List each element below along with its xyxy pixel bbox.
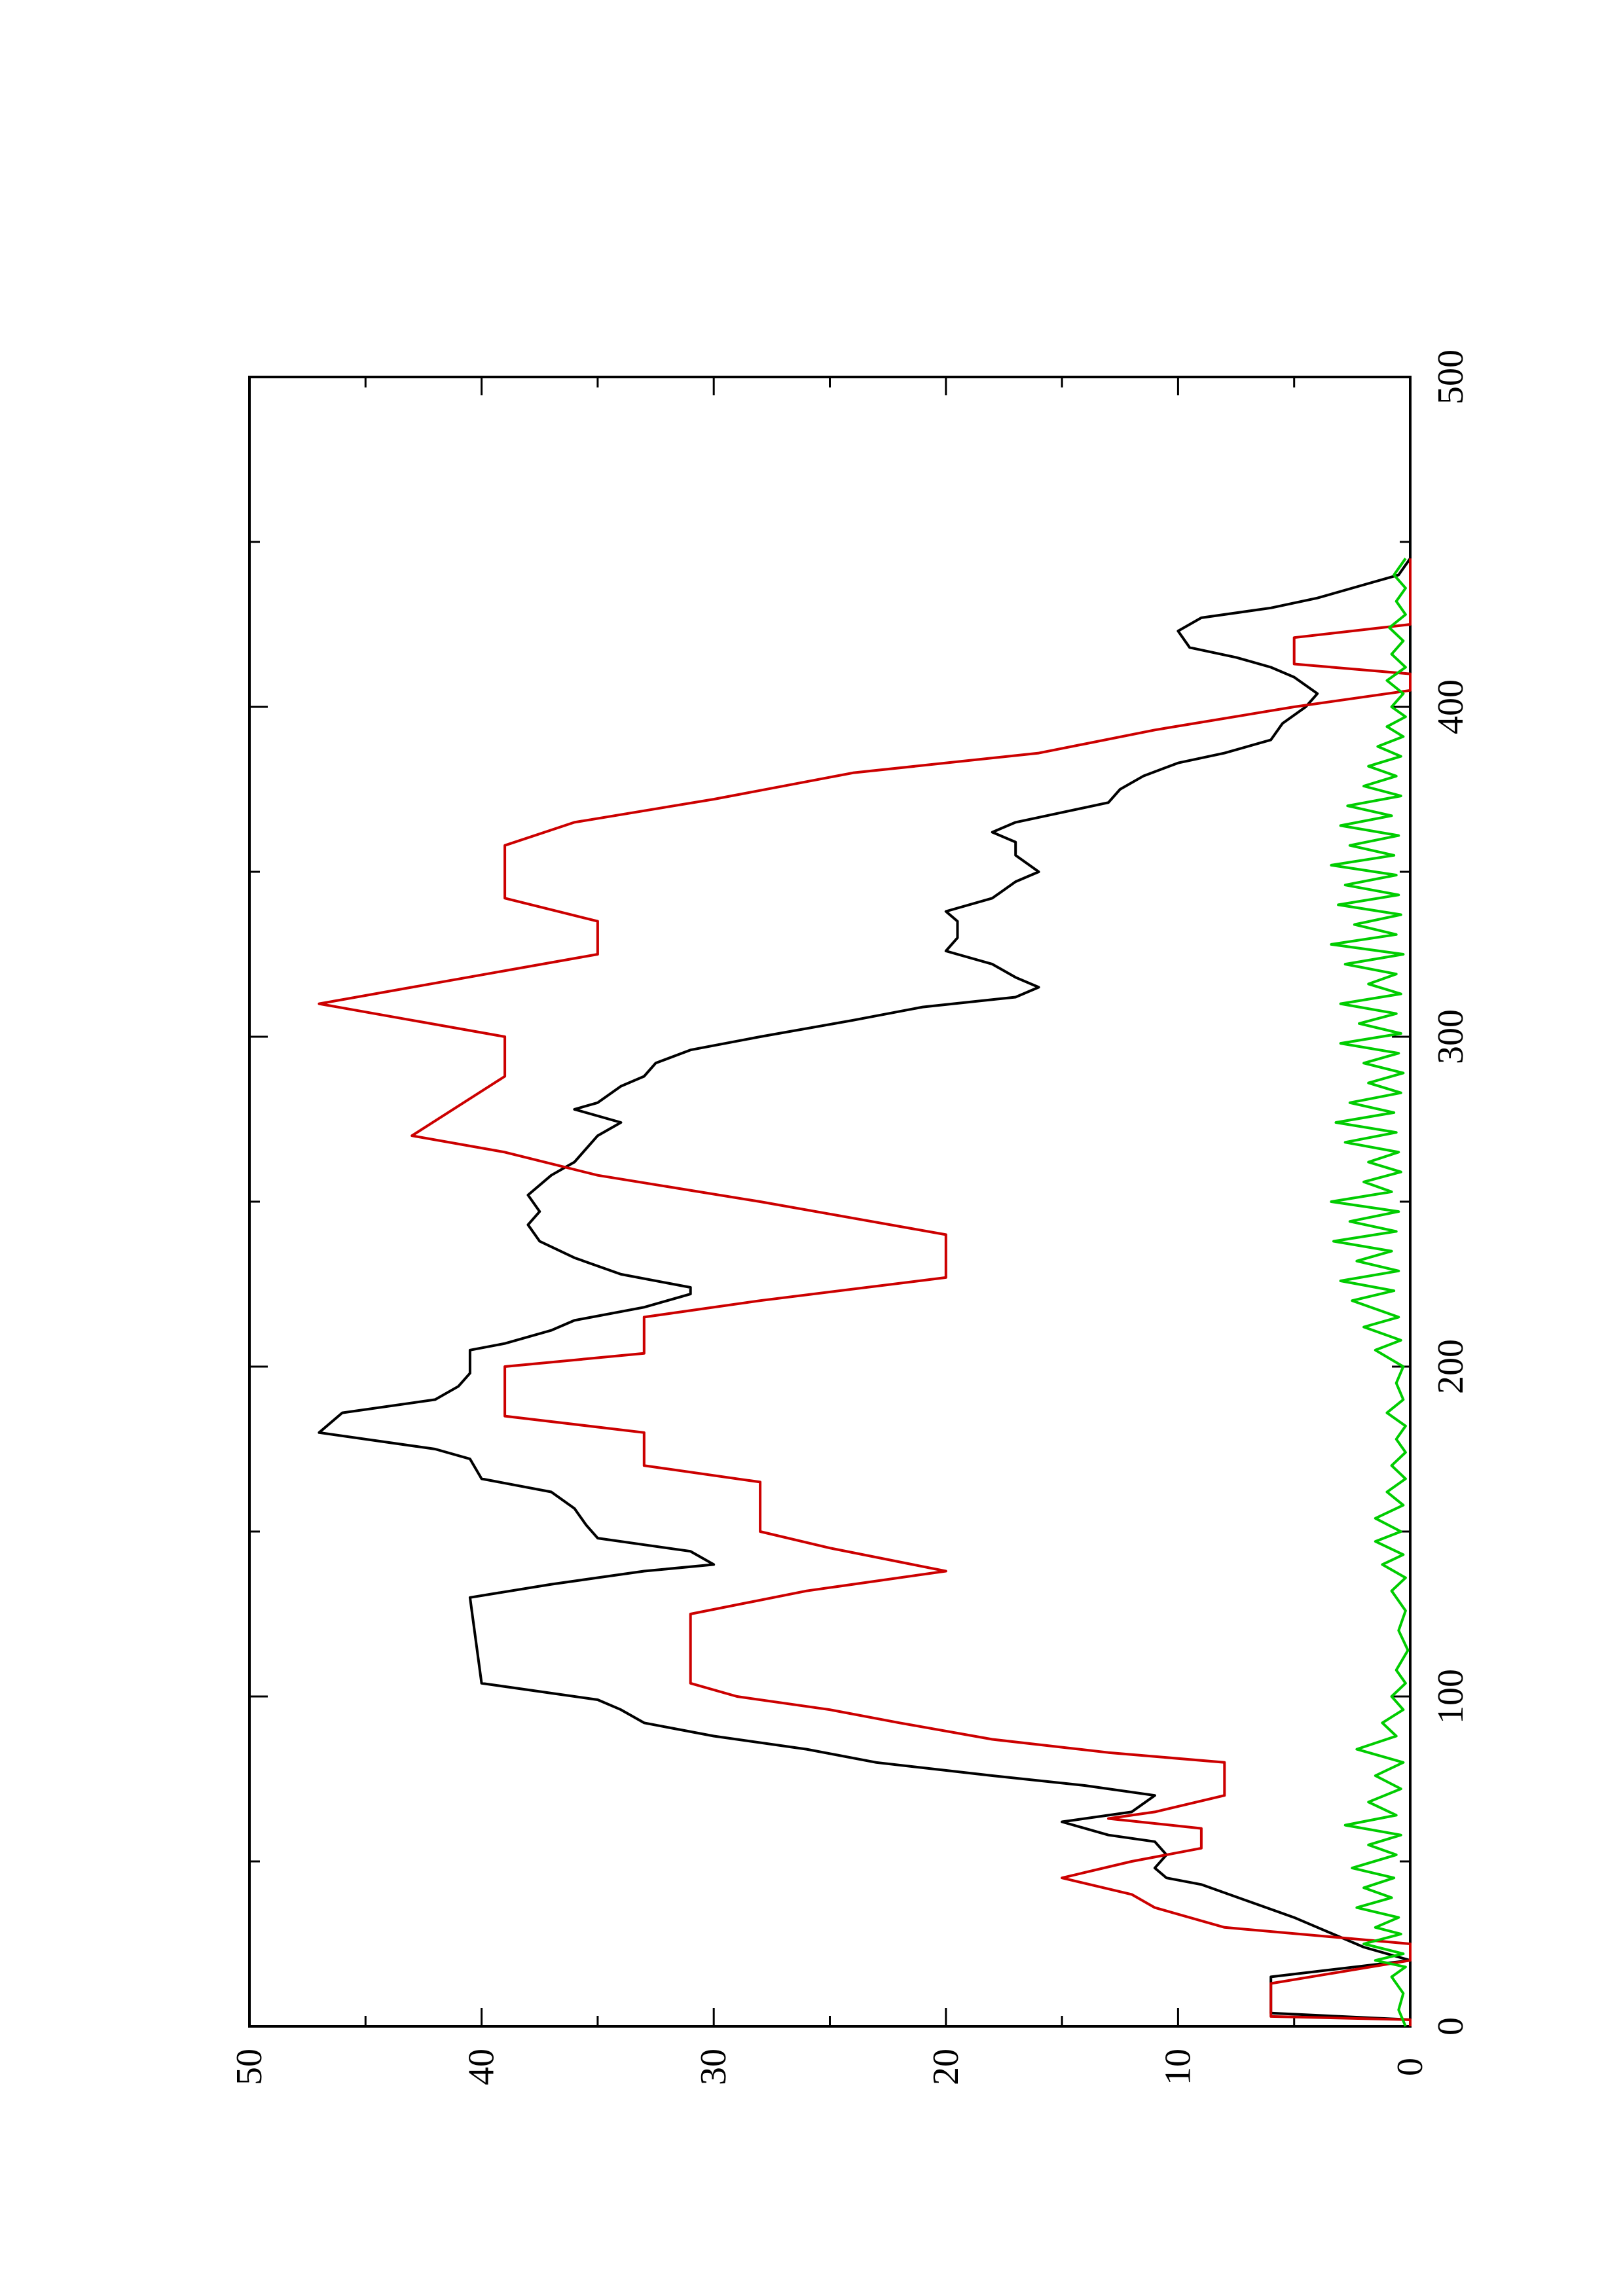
series-group — [318, 558, 1412, 2027]
x-tick-label: 100 — [1431, 1669, 1471, 1724]
y-tick-label: 30 — [693, 2049, 734, 2085]
tick-labels: 0 100 200 300 400 500 0 10 20 30 40 50 — [229, 350, 1471, 2085]
series-line-2 — [318, 558, 1412, 2026]
tick-marks — [248, 376, 1412, 2028]
series-line-1 — [318, 558, 1412, 2026]
y-tick-label: 50 — [229, 2049, 270, 2085]
plot-frame — [248, 376, 1412, 2028]
x-tick-label: 200 — [1431, 1339, 1471, 1394]
x-tick-label: 300 — [1431, 1009, 1471, 1064]
x-tick-label: 0 — [1431, 2017, 1471, 2036]
y-tick-label: 0 — [1390, 2058, 1431, 2076]
x-tick-label: 400 — [1431, 679, 1471, 734]
y-tick-label: 40 — [462, 2049, 502, 2085]
y-tick-label: 10 — [1158, 2049, 1198, 2085]
series-line-3 — [1330, 558, 1410, 2027]
y-tick-label: 20 — [926, 2049, 966, 2085]
x-tick-label: 500 — [1431, 350, 1471, 404]
